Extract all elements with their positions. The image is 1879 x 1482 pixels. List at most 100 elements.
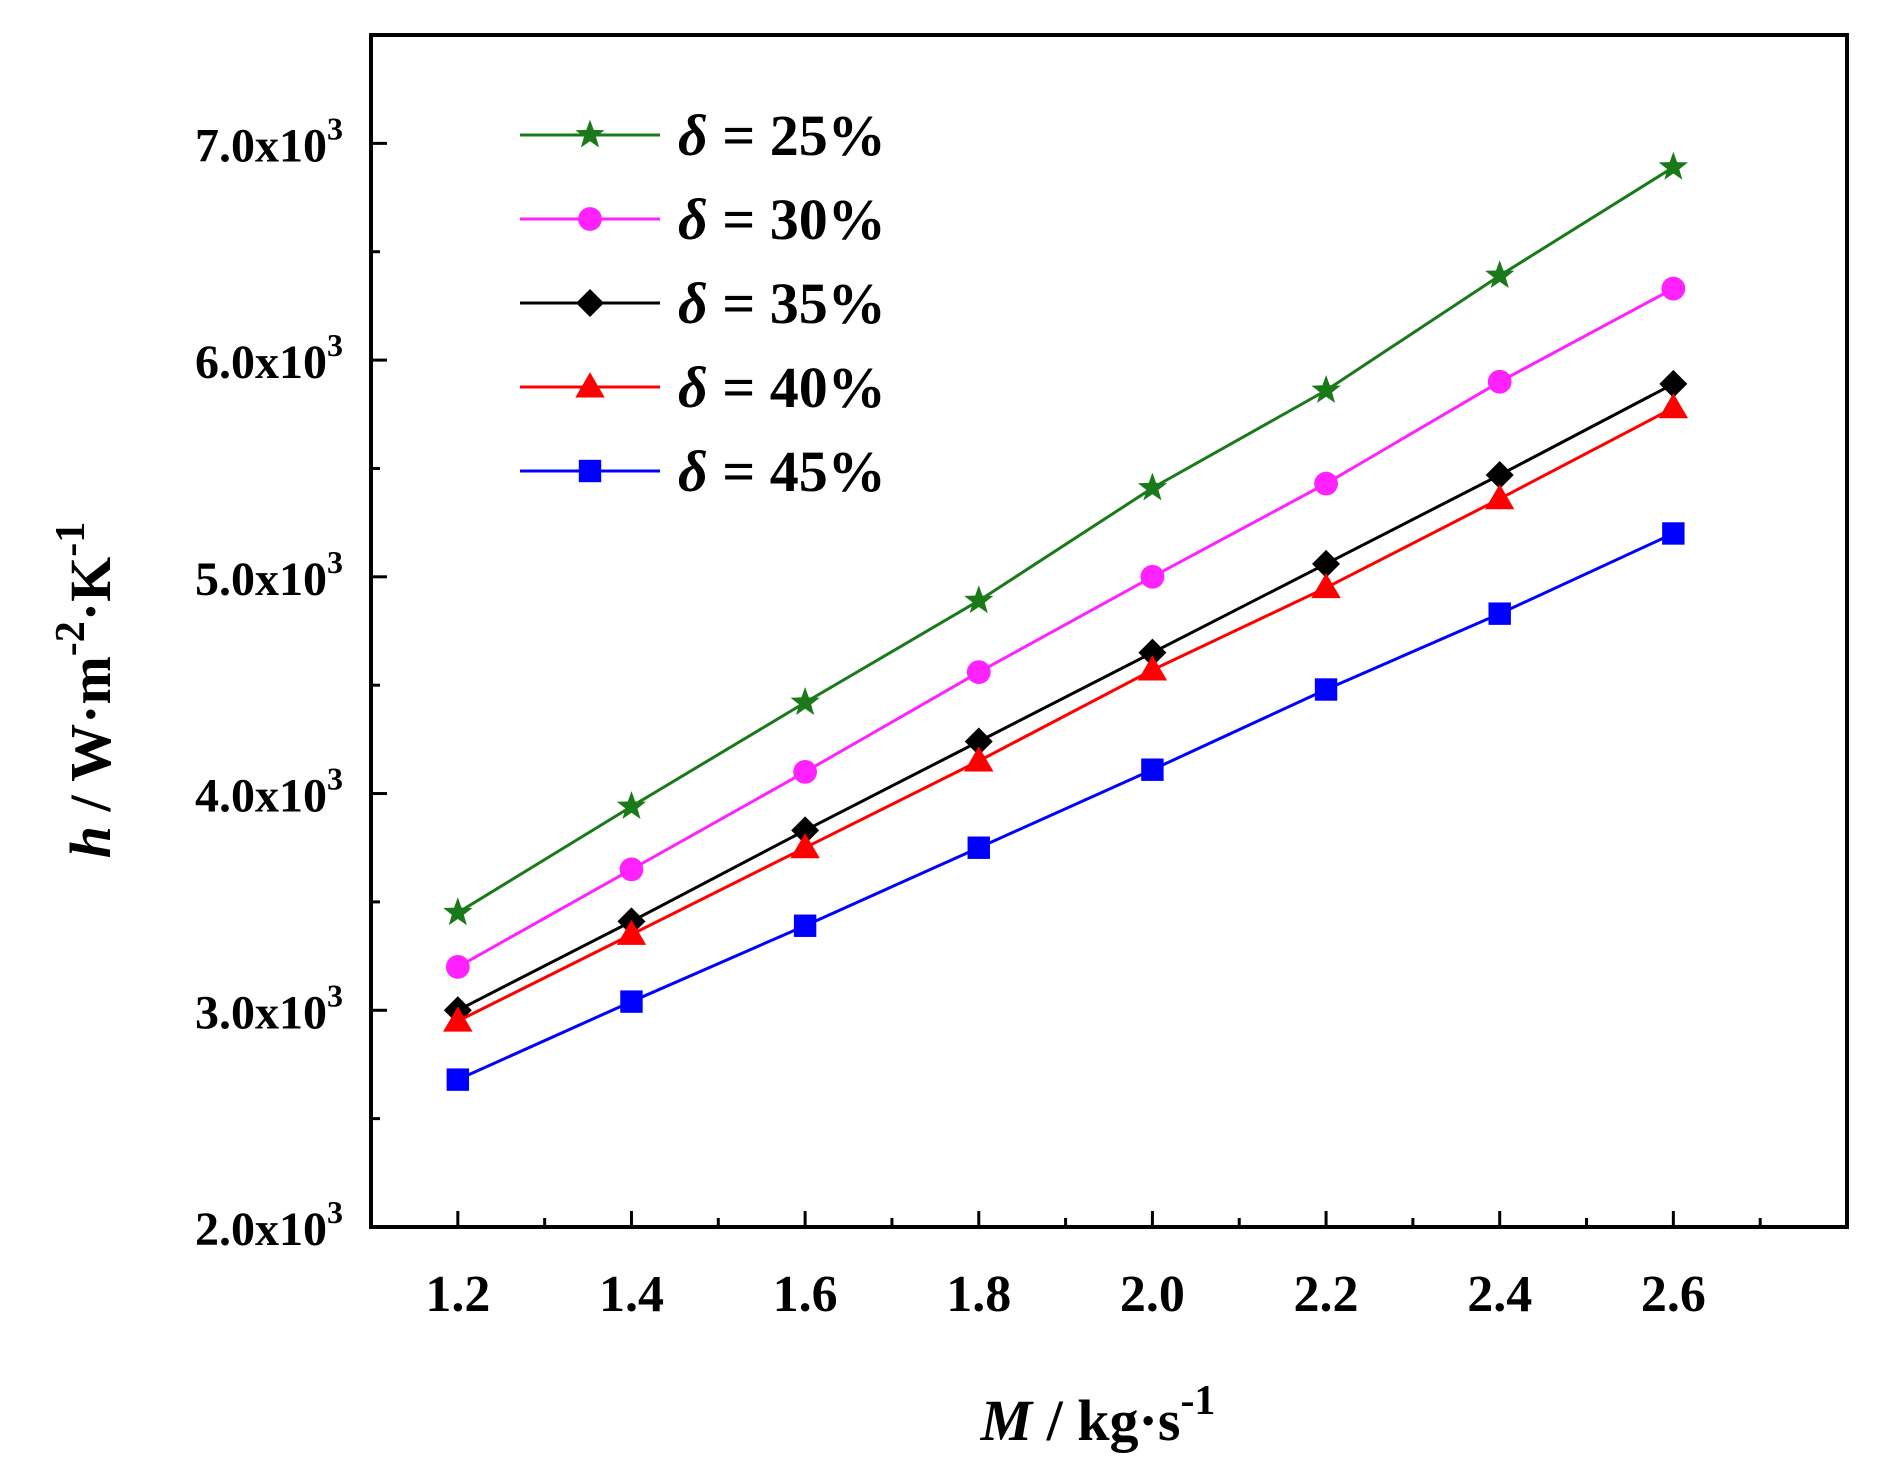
data-point-diamond [1485, 460, 1514, 489]
data-point-triangle [616, 919, 647, 945]
y-tick-exponent: 3 [327, 110, 343, 146]
y-tick-label: 2.0x103 [195, 1194, 343, 1256]
data-point-circle [619, 857, 644, 882]
legend-symbol: δ [678, 355, 708, 420]
data-point-circle [966, 660, 991, 685]
series-line [457, 382, 1675, 1012]
legend-value: = 35% [708, 271, 886, 336]
legend-label: δ = 35% [678, 271, 886, 336]
data-point-square [1488, 602, 1511, 625]
data-point-star [1311, 375, 1341, 403]
data-point-triangle [575, 372, 605, 398]
data-point-square [620, 990, 643, 1013]
x-axis-unit: / kg·s [1032, 1388, 1180, 1453]
y-tick-exponent: 3 [327, 544, 343, 580]
data-point-star [790, 687, 820, 715]
y-axis-var: h [58, 826, 123, 858]
data-point-diamond [576, 289, 604, 317]
series-star [443, 151, 1688, 926]
x-tick-label: 2.2 [1294, 1266, 1359, 1323]
y-tick-label: 6.0x103 [195, 327, 343, 389]
data-point-circle [1140, 564, 1165, 589]
y-axis-title: h / W·m-2·K-1 [48, 522, 123, 858]
legend-item: δ = 45% [520, 439, 886, 504]
data-point-star [443, 897, 473, 926]
data-point-circle [793, 759, 818, 784]
x-tick-label: 2.0 [1120, 1266, 1185, 1323]
y-tick-label: 4.0x103 [195, 761, 343, 823]
y-tick-mantissa: 6.0x10 [195, 336, 327, 389]
data-point-square [1141, 758, 1164, 781]
y-axis-exp1: -2 [48, 621, 94, 656]
data-point-diamond [964, 727, 993, 756]
data-point-square [1662, 522, 1685, 545]
y-tick-exponent: 3 [327, 977, 343, 1013]
legend-label: δ = 30% [678, 187, 886, 252]
data-point-circle [1314, 471, 1338, 496]
legend-value: = 25% [708, 103, 886, 168]
x-tick-label: 1.4 [599, 1266, 664, 1323]
series-line [457, 165, 1675, 914]
data-point-circle [578, 207, 602, 231]
legend-symbol: δ [678, 439, 708, 504]
legend-label: δ = 40% [678, 355, 886, 420]
legend-symbol: δ [678, 271, 708, 336]
plot-series [443, 151, 1689, 1091]
y-tick-label: 5.0x103 [195, 544, 343, 606]
y-axis-exp2: -1 [48, 522, 94, 557]
x-tick-label: 1.6 [773, 1266, 838, 1323]
data-point-star [964, 585, 994, 614]
data-point-star [575, 119, 605, 148]
data-point-diamond [791, 816, 820, 845]
legend-label: δ = 25% [678, 103, 886, 168]
x-tick-label: 2.6 [1641, 1266, 1706, 1323]
y-axis-unit: / W·m [58, 656, 123, 826]
legend-symbol: δ [678, 187, 708, 252]
data-point-circle [1487, 369, 1512, 394]
series-line [457, 287, 1675, 969]
legend-item: δ = 40% [520, 355, 886, 420]
axis-labels: 1.2 1.4 1.6 1.8 2.0 2.2 2.4 2.62.0x1033.0x1034.… [195, 110, 1706, 1323]
legend-label: δ = 45% [678, 439, 886, 504]
legend: δ = 25%δ = 30%δ = 35%δ = 40%δ = 45% [520, 103, 886, 504]
series-line [457, 532, 1675, 1081]
data-point-star [1485, 260, 1515, 288]
data-point-star [616, 791, 647, 819]
y-tick-exponent: 3 [327, 1194, 343, 1230]
x-tick-label: 2.4 [1467, 1266, 1532, 1323]
x-axis-title: M / kg·s-1 [980, 1378, 1216, 1453]
data-point-triangle [1137, 655, 1168, 681]
data-point-star [1137, 472, 1168, 501]
data-point-diamond [1312, 549, 1341, 578]
data-point-triangle [443, 1006, 473, 1032]
data-point-circle [1661, 276, 1686, 301]
legend-symbol: δ [678, 103, 708, 168]
data-point-triangle [964, 746, 994, 772]
y-tick-exponent: 3 [327, 327, 343, 363]
y-tick-mantissa: 4.0x10 [195, 770, 327, 823]
data-point-square [578, 459, 602, 483]
y-tick-label: 3.0x103 [195, 977, 343, 1039]
x-axis-var: M [980, 1388, 1035, 1453]
x-tick-label: 1.2 [425, 1266, 490, 1323]
y-tick-exponent: 3 [327, 761, 343, 797]
data-point-triangle [1658, 393, 1689, 419]
series-square [446, 522, 1685, 1091]
plot-frame [369, 33, 1849, 1229]
y-axis-mid: ·K [58, 557, 123, 621]
y-tick-mantissa: 2.0x10 [195, 1203, 327, 1256]
legend-value: = 30% [708, 187, 886, 252]
data-point-circle [445, 955, 470, 979]
legend-value: = 45% [708, 439, 886, 504]
data-point-star [1658, 151, 1688, 180]
series-circle [445, 276, 1686, 979]
legend-value: = 40% [708, 355, 886, 420]
data-point-triangle [1485, 484, 1515, 510]
y-tick-label: 7.0x103 [195, 110, 343, 172]
data-point-square [967, 836, 990, 859]
legend-item: δ = 25% [520, 103, 886, 168]
legend-item: δ = 30% [520, 187, 886, 252]
series-line [457, 406, 1675, 1023]
